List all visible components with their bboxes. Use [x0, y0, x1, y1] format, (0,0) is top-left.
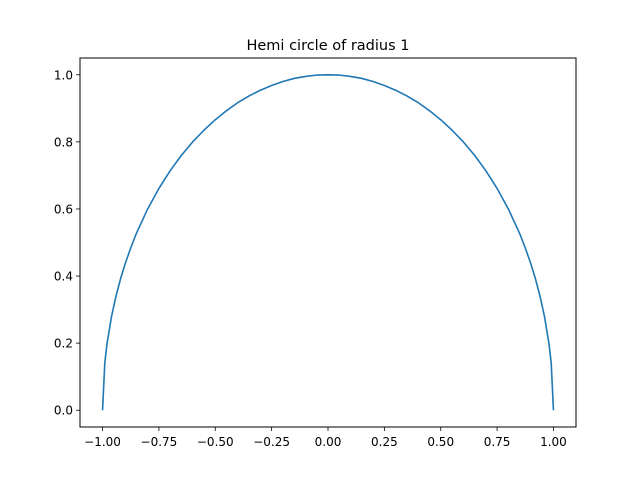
y-tick-label: 0.8 — [54, 135, 73, 149]
y-axis: 0.0 0.2 0.4 0.6 0.8 1.0 — [54, 68, 80, 418]
y-tick-label: 0.4 — [54, 270, 73, 284]
x-tick-label: 0.75 — [484, 435, 511, 449]
y-tick-label: 0.0 — [54, 404, 73, 418]
plot-area — [101, 73, 555, 411]
x-tick-label: −0.25 — [253, 435, 290, 449]
x-axis: −1.00 −0.75 −0.50 −0.25 0.00 0.25 0.50 0.75 1.00 — [84, 427, 567, 449]
axes-frame — [79, 57, 577, 428]
x-tick-label: 1.00 — [540, 435, 567, 449]
x-tick-label: −0.50 — [197, 435, 234, 449]
x-tick-label: 0.25 — [371, 435, 398, 449]
x-tick-label: −1.00 — [84, 435, 121, 449]
x-tick-label: 0.50 — [427, 435, 454, 449]
x-tick-label: 0.00 — [315, 435, 342, 449]
x-tick-label: −0.75 — [141, 435, 178, 449]
y-tick-label: 0.2 — [54, 337, 73, 351]
y-tick-label: 0.6 — [54, 202, 73, 216]
y-tick-label: 1.0 — [54, 68, 73, 82]
series-line-0 — [101, 73, 555, 411]
chart-title: Hemi circle of radius 1 — [246, 38, 409, 54]
